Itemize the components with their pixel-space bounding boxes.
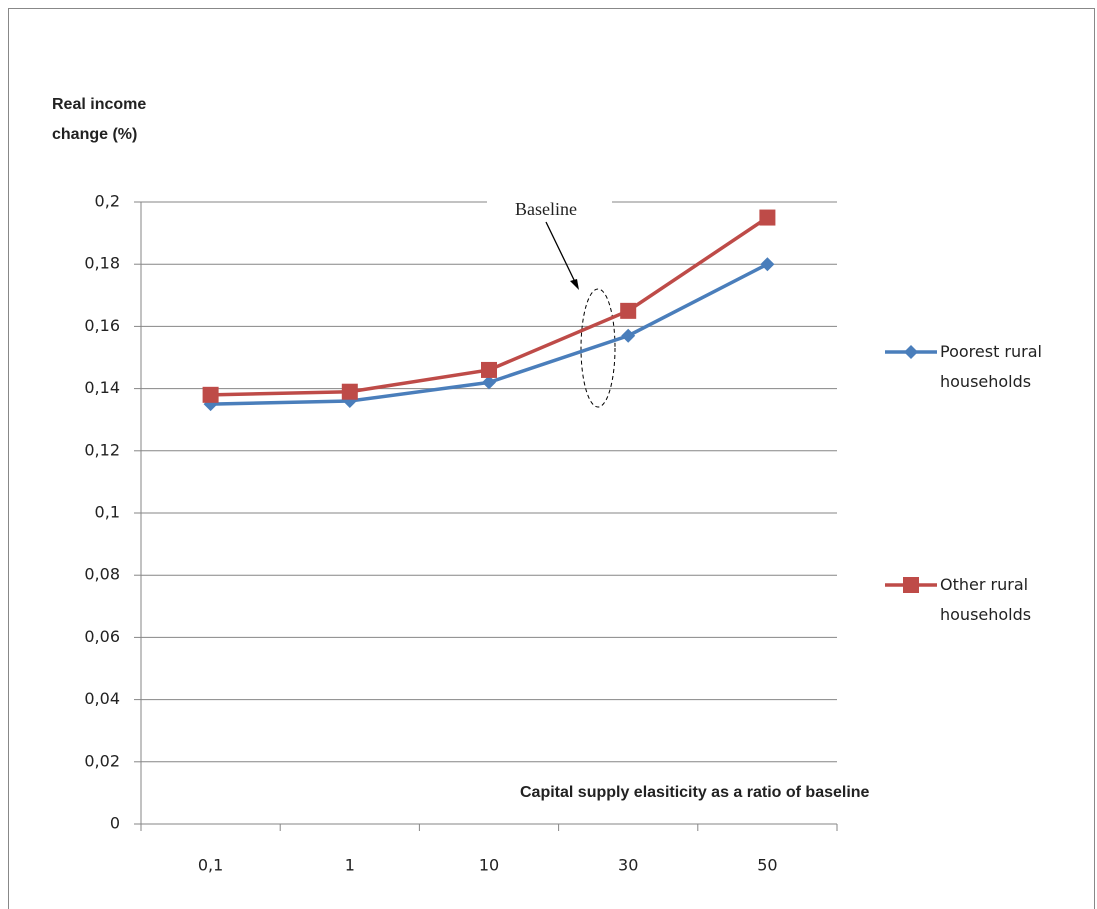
annotation: Baseline (515, 199, 577, 219)
legend-marker (903, 577, 919, 593)
marker (202, 386, 219, 403)
legend-label: Poorest rural households (940, 342, 1042, 391)
x-tick-label: 50 (757, 856, 777, 875)
legend-label: Other rural households (940, 575, 1032, 624)
x-tick-label: 10 (479, 856, 499, 875)
marker (760, 257, 775, 272)
marker (481, 361, 497, 378)
y-tick-label: 0,1 (95, 503, 120, 522)
marker (482, 375, 496, 390)
legend-marker (904, 345, 918, 359)
marker (341, 383, 358, 400)
annotation-ellipse (580, 288, 616, 408)
marker (620, 302, 637, 319)
y-tick-label: 0 (110, 814, 120, 833)
annotation-arrow (545, 221, 577, 285)
marker (621, 328, 636, 343)
x-axis-label: Capital supply elasiticity as a ratio of… (520, 784, 870, 801)
y-tick-label: 0,08 (84, 565, 120, 584)
y-tick-label: 0,18 (84, 254, 120, 273)
x-tick-label: 30 (618, 856, 638, 875)
x-tick-label: 1 (345, 856, 355, 875)
y-tick-label: 0,02 (84, 751, 120, 770)
chart-frame (8, 8, 1095, 909)
y-tick-label: 0,06 (84, 627, 120, 646)
annotation-arrowhead (570, 279, 579, 290)
y-tick-label: 0,12 (84, 440, 120, 459)
marker (759, 209, 776, 226)
x-tick-label: 0,1 (198, 856, 223, 875)
y-axis-label: Real income change (%) (52, 96, 147, 143)
y-tick-label: 0,2 (95, 192, 120, 211)
y-tick-label: 0,16 (84, 316, 120, 335)
y-tick-label: 0,14 (84, 378, 120, 397)
y-tick-label: 0,04 (84, 689, 120, 708)
